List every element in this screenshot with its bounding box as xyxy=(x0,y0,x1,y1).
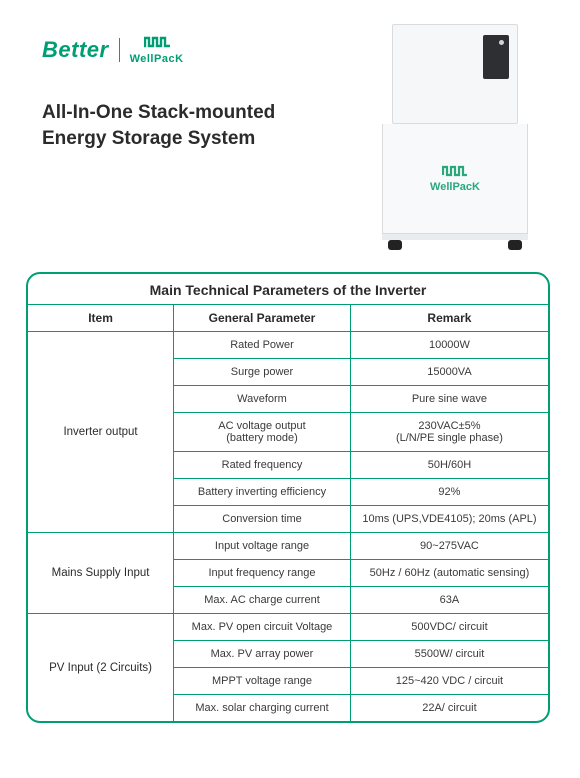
wellpack-wave-icon xyxy=(383,164,527,181)
cell-remark: 22A/ circuit xyxy=(350,695,548,722)
product-brand: WellPacK xyxy=(383,164,527,193)
table-row: PV Input (2 Circuits)Max. PV open circui… xyxy=(28,614,548,641)
spec-table: Main Technical Parameters of the Inverte… xyxy=(28,274,548,721)
cell-param: Surge power xyxy=(174,359,351,386)
cell-remark: 500VDC/ circuit xyxy=(350,614,548,641)
caster-wheel-icon xyxy=(508,240,522,250)
col-header-remark: Remark xyxy=(350,305,548,332)
page-title: All-In-One Stack-mounted Energy Storage … xyxy=(42,100,342,151)
inverter-module xyxy=(392,24,518,124)
table-caption: Main Technical Parameters of the Inverte… xyxy=(28,274,548,305)
wellpack-wave-icon xyxy=(144,34,170,53)
cell-remark: 50Hz / 60Hz (automatic sensing) xyxy=(350,560,548,587)
cell-param: Max. PV array power xyxy=(174,641,351,668)
cell-remark: 90~275VAC xyxy=(350,533,548,560)
cell-param: Battery inverting efficiency xyxy=(174,479,351,506)
cell-param: Waveform xyxy=(174,386,351,413)
cell-remark: 125~420 VDC / circuit xyxy=(350,668,548,695)
cell-remark: 63A xyxy=(350,587,548,614)
logo-divider xyxy=(119,38,120,62)
cell-param: Max. PV open circuit Voltage xyxy=(174,614,351,641)
wellpack-logo: WellPacK xyxy=(130,34,184,65)
table-row: Mains Supply InputInput voltage range90~… xyxy=(28,533,548,560)
battery-module: WellPacK xyxy=(382,124,528,234)
product-brand-text: WellPacK xyxy=(430,181,480,193)
cell-param: AC voltage output(battery mode) xyxy=(174,413,351,452)
cell-param: Conversion time xyxy=(174,506,351,533)
col-header-param: General Parameter xyxy=(174,305,351,332)
section-item: Mains Supply Input xyxy=(28,533,174,614)
base-plate xyxy=(382,234,528,240)
cell-remark: 15000VA xyxy=(350,359,548,386)
section-item: PV Input (2 Circuits) xyxy=(28,614,174,722)
cell-remark: 10ms (UPS,VDE4105); 20ms (APL) xyxy=(350,506,548,533)
cell-param: Rated Power xyxy=(174,332,351,359)
better-logo: Better xyxy=(42,37,109,63)
section-item: Inverter output xyxy=(28,332,174,533)
wellpack-text: WellPacK xyxy=(130,53,184,65)
cell-remark: Pure sine wave xyxy=(350,386,548,413)
page-title-block: All-In-One Stack-mounted Energy Storage … xyxy=(42,100,342,151)
spec-table-container: Main Technical Parameters of the Inverte… xyxy=(26,272,550,723)
cell-param: Max. solar charging current xyxy=(174,695,351,722)
caster-wheel-icon xyxy=(388,240,402,250)
col-header-item: Item xyxy=(28,305,174,332)
product-illustration: WellPacK xyxy=(370,24,540,254)
indicator-led-icon xyxy=(499,40,504,45)
cell-remark: 10000W xyxy=(350,332,548,359)
cell-remark: 5500W/ circuit xyxy=(350,641,548,668)
table-row: Inverter outputRated Power10000W xyxy=(28,332,548,359)
cell-remark: 50H/60H xyxy=(350,452,548,479)
cell-param: Max. AC charge current xyxy=(174,587,351,614)
cell-param: Input frequency range xyxy=(174,560,351,587)
cell-remark: 92% xyxy=(350,479,548,506)
cell-param: MPPT voltage range xyxy=(174,668,351,695)
cell-param: Rated frequency xyxy=(174,452,351,479)
control-panel xyxy=(483,35,509,79)
cell-remark: 230VAC±5%(L/N/PE single phase) xyxy=(350,413,548,452)
brand-logos: Better WellPacK xyxy=(42,34,184,65)
cell-param: Input voltage range xyxy=(174,533,351,560)
